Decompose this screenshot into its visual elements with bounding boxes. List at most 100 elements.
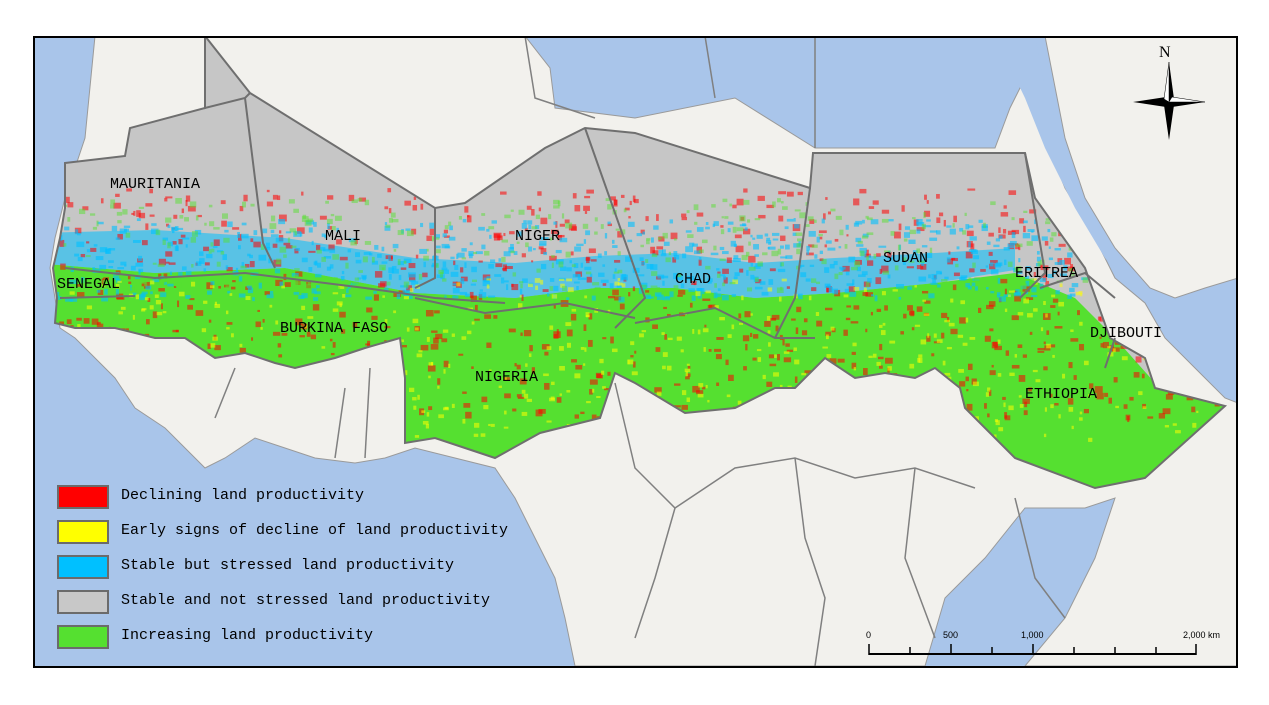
productivity-speck	[77, 233, 81, 236]
productivity-speck	[661, 275, 669, 279]
productivity-speck	[441, 269, 449, 274]
productivity-speck	[222, 254, 227, 261]
productivity-speck	[489, 234, 492, 239]
productivity-speck	[780, 235, 786, 242]
productivity-speck	[332, 292, 339, 295]
productivity-speck	[818, 233, 823, 237]
productivity-speck	[959, 277, 966, 281]
productivity-speck	[568, 224, 577, 231]
productivity-speck	[69, 291, 75, 295]
productivity-speck	[857, 240, 863, 244]
productivity-speck	[246, 285, 252, 288]
productivity-speck	[165, 196, 173, 199]
productivity-speck	[1115, 405, 1119, 409]
productivity-speck	[247, 253, 251, 257]
productivity-speck	[698, 259, 702, 266]
productivity-speck	[634, 350, 637, 354]
productivity-speck	[288, 199, 295, 204]
productivity-speck	[685, 230, 692, 233]
productivity-speck	[601, 370, 605, 375]
productivity-speck	[214, 303, 221, 308]
productivity-speck	[753, 334, 759, 339]
productivity-speck	[651, 253, 658, 258]
productivity-speck	[903, 313, 907, 319]
productivity-speck	[686, 275, 695, 281]
productivity-speck	[990, 201, 996, 206]
productivity-speck	[614, 296, 622, 301]
productivity-speck	[269, 304, 273, 308]
productivity-speck	[420, 222, 424, 228]
productivity-speck	[429, 222, 436, 229]
productivity-speck	[1087, 394, 1091, 398]
productivity-speck	[523, 330, 532, 337]
productivity-speck	[165, 261, 170, 264]
productivity-speck	[149, 305, 154, 310]
productivity-speck	[1007, 243, 1015, 249]
productivity-speck	[1046, 343, 1052, 349]
productivity-speck	[946, 346, 952, 350]
productivity-speck	[1055, 290, 1060, 295]
productivity-speck	[766, 237, 771, 241]
productivity-speck	[762, 374, 766, 380]
productivity-speck	[534, 278, 541, 283]
productivity-speck	[501, 256, 506, 263]
productivity-speck	[430, 344, 439, 350]
productivity-speck	[191, 281, 196, 287]
productivity-speck	[238, 293, 246, 298]
productivity-speck	[269, 290, 274, 295]
productivity-speck	[639, 257, 644, 261]
productivity-speck	[704, 324, 707, 328]
productivity-speck	[630, 341, 635, 346]
productivity-speck	[1063, 265, 1068, 271]
productivity-speck	[418, 350, 423, 353]
productivity-speck	[367, 340, 371, 348]
productivity-speck	[384, 319, 388, 324]
productivity-speck	[645, 216, 649, 222]
productivity-speck	[67, 202, 74, 208]
productivity-speck	[693, 282, 696, 286]
productivity-speck	[110, 204, 115, 209]
productivity-speck	[443, 360, 449, 368]
productivity-speck	[876, 308, 882, 312]
productivity-speck	[118, 311, 123, 315]
legend-item-early-decline: Early signs of decline of land productiv…	[57, 520, 577, 546]
productivity-speck	[365, 296, 372, 300]
productivity-speck	[199, 258, 205, 265]
productivity-speck	[612, 289, 619, 296]
productivity-speck	[486, 278, 491, 281]
productivity-speck	[863, 287, 867, 292]
productivity-speck	[866, 232, 874, 236]
productivity-speck	[898, 223, 902, 231]
productivity-speck	[181, 208, 185, 214]
productivity-speck	[985, 392, 990, 397]
productivity-speck	[1068, 362, 1073, 369]
productivity-speck	[559, 365, 565, 371]
productivity-speck	[421, 410, 426, 413]
productivity-speck	[676, 336, 682, 341]
productivity-speck	[373, 294, 379, 301]
productivity-speck	[721, 294, 729, 301]
productivity-speck	[181, 237, 190, 240]
productivity-speck	[481, 244, 486, 250]
productivity-speck	[946, 257, 951, 263]
productivity-speck	[187, 205, 196, 212]
productivity-speck	[771, 314, 780, 320]
productivity-speck	[769, 363, 777, 367]
productivity-speck	[567, 287, 574, 293]
productivity-speck	[911, 327, 915, 331]
productivity-speck	[591, 295, 596, 301]
productivity-speck	[172, 329, 179, 333]
productivity-speck	[293, 291, 300, 295]
productivity-speck	[245, 296, 251, 301]
productivity-speck	[113, 202, 121, 209]
productivity-speck	[422, 420, 429, 425]
productivity-speck	[588, 248, 596, 254]
productivity-speck	[207, 290, 212, 295]
productivity-speck	[1129, 396, 1134, 401]
productivity-speck	[133, 210, 136, 216]
productivity-speck	[169, 271, 173, 276]
productivity-speck	[459, 291, 468, 295]
productivity-speck	[702, 298, 711, 301]
productivity-speck	[786, 349, 794, 353]
productivity-speck	[262, 318, 265, 323]
